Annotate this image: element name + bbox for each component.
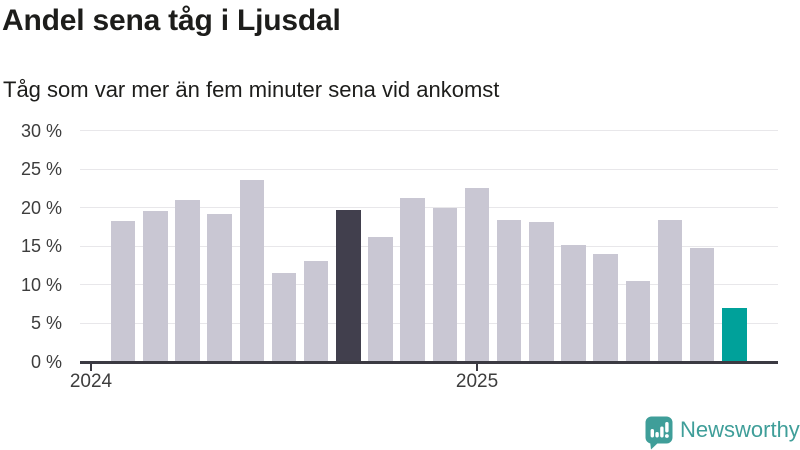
- y-axis-tick-label: 25 %: [20, 159, 62, 179]
- x-axis-tick-2024: [90, 363, 92, 371]
- bar-2025-05: [593, 253, 618, 362]
- y-axis-tick-label: 0 %: [30, 351, 62, 372]
- x-axis-line: [80, 360, 778, 364]
- bar-2024-10: [368, 236, 393, 362]
- bar-2025-02: [496, 219, 522, 362]
- bar-2024-07: [271, 272, 297, 362]
- chart-title: Andel sena tåg i Ljusdal: [2, 4, 341, 37]
- bar-2025-06: [625, 280, 651, 362]
- bar-2025-04: [561, 245, 586, 362]
- y-axis-tick-label: 30 %: [20, 120, 62, 141]
- y-axis-tick-label: 5 %: [30, 313, 62, 333]
- bar-2024-09: [336, 209, 361, 362]
- gridline-15: [80, 245, 778, 247]
- bar-2024-05: [207, 214, 232, 362]
- bar-2024-08: [303, 260, 329, 362]
- gridline-25: [80, 168, 778, 170]
- newsworthy-logo: Newsworthy: [645, 416, 800, 450]
- chart-subtitle: Tåg som var mer än fem minuter sena vid …: [3, 77, 500, 102]
- x-axis-tick-label: 2025: [455, 370, 499, 392]
- x-axis-tick-2025: [476, 363, 479, 371]
- gridline-10: [80, 284, 778, 285]
- newsworthy-logo-icon: [645, 416, 673, 450]
- bar-2024-06: [239, 179, 265, 362]
- bar-2024-03: [143, 210, 168, 362]
- y-axis-tick-label: 15 %: [20, 236, 62, 256]
- gridline-5: [80, 322, 778, 324]
- bar-2025-07: [657, 219, 683, 362]
- gridline-30: [80, 130, 778, 131]
- x-axis-tick-label: 2024: [69, 370, 113, 392]
- newsworthy-logo-text: Newsworthy: [680, 417, 800, 442]
- bar-2025-03: [529, 222, 554, 362]
- y-axis-tick-label: 20 %: [20, 197, 62, 218]
- bar-2025-01: [464, 188, 490, 362]
- bar-2024-04: [175, 199, 200, 362]
- bar-2025-08: [689, 248, 715, 362]
- bar-2025-09: [722, 308, 747, 362]
- bar-2024-02: [110, 221, 136, 362]
- bar-2024-12: [432, 207, 458, 362]
- bar-2024-11: [400, 198, 425, 362]
- gridline-20: [80, 207, 778, 208]
- y-axis-tick-label: 10 %: [20, 274, 62, 295]
